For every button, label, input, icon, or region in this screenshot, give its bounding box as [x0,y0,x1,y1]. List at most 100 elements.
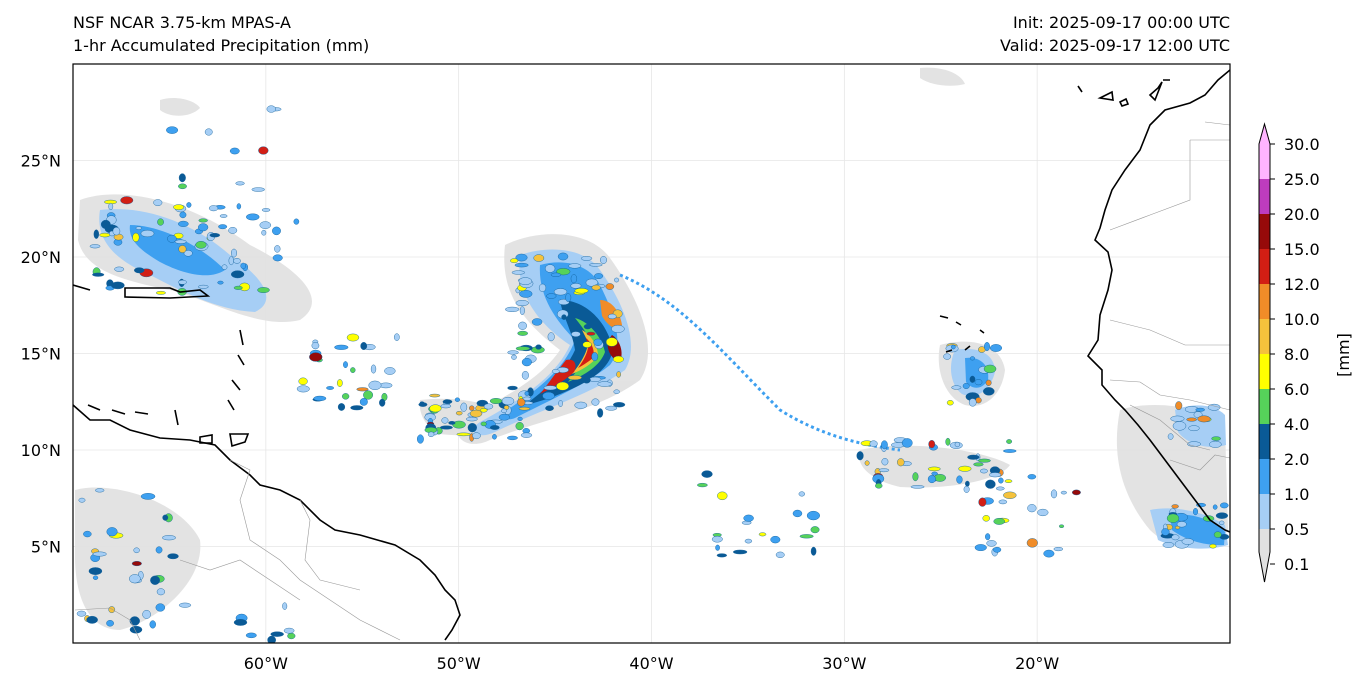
precip-cell [505,306,520,312]
precip-cell [984,342,990,351]
precip-cell [974,379,983,386]
precip-cell [775,551,785,558]
precip-cell [978,497,987,507]
precip-cell [1192,508,1199,516]
precip-cell [298,377,308,386]
precip-cell [429,393,441,398]
precip-cell [179,211,187,219]
precip-cell [448,421,456,425]
precip-cell [591,398,600,406]
precip-cell [519,306,525,315]
precip-cell [985,479,996,489]
precip-cell [951,385,962,390]
precip-cell [927,475,936,484]
precip-cell [605,405,618,411]
model-title: NSF NCAR 3.75-km MPAS-A [73,13,291,32]
colorbar-swatch [1259,249,1270,284]
precip-cell [963,485,970,493]
precip-cell [1212,504,1218,510]
precip-cell [990,344,1002,352]
rainband-tail [619,273,901,452]
precip-cell [219,214,228,218]
precip-cell [524,391,530,396]
precip-cell [806,510,820,521]
precip-cell [614,277,620,283]
precip-cell [198,218,208,223]
precip-cell [112,227,121,236]
precip-cell [283,627,295,634]
precip-cell [106,620,114,627]
precip-cell [270,631,284,637]
precip-cell [309,352,323,362]
precip-cell [910,485,925,489]
axis-labels: 60°W 50°W 40°W 30°W 20°W 25°N 20°N 15°N 10°N 5°N [21,152,1060,674]
precip-cell [717,491,728,501]
precip-cell [551,369,560,374]
precip-cell [546,293,557,299]
valid-time: Valid: 2025-09-17 12:00 UTC [999,36,1230,55]
field-title: 1-hr Accumulated Precipitation (mm) [73,36,370,55]
colorbar-tick-label: 1.0 [1284,485,1309,504]
precip-cell [106,527,118,537]
precip-cell [417,434,424,444]
precip-cell [311,342,320,350]
precip-cell [931,471,938,476]
precip-cell [498,413,510,421]
precip-cell [557,252,569,261]
precip-cell [429,404,442,413]
precip-cell [135,226,142,230]
colorbar-tick-label: 0.5 [1284,520,1309,539]
precip-cell [89,244,101,249]
precip-cell [542,391,555,400]
precip-cell [1003,491,1017,499]
precip-cell [370,364,377,374]
colorbar-tick-label: 15.0 [1284,240,1320,259]
colorbar-swatch [1259,424,1270,459]
precip-cell [140,493,156,500]
colorbar-tick-label: 30.0 [1284,135,1320,154]
precip-cell [108,606,116,613]
colorbar-swatch [1259,389,1270,424]
precip-cell [568,263,582,269]
precip-cell [1220,502,1229,509]
colorbar-swatch [1259,529,1270,582]
precip-cell [1059,524,1065,528]
precip-cell [346,333,360,342]
map-area [73,64,1230,643]
precip-cell [455,411,463,416]
precip-cell [120,196,134,205]
colorbar-unit-label: [mm] [1334,333,1353,377]
precip-cell [108,202,114,210]
canary-islands [1077,85,1083,93]
lon-tick-label: 20°W [1015,654,1059,673]
precip-cell [274,245,281,253]
precip-cell [394,333,400,341]
precip-cell [518,321,527,330]
precip-cell [272,254,283,262]
precip-cell [427,431,435,438]
precip-cell [133,547,140,554]
precip-cell [251,187,265,192]
precip-cell [1209,543,1217,549]
precip-cell [758,532,767,537]
africa-coast [1086,69,1230,533]
convective-cells [76,105,1230,643]
precip-cell [257,287,270,293]
colorbar-swatch [1259,354,1270,389]
precip-cell [998,499,1008,505]
precip-cell [1215,512,1228,519]
precip-cell [589,263,603,267]
lesser-antilles [87,329,250,448]
precip-cell [363,390,374,400]
precip-cell [538,283,547,292]
precip-cell [368,380,382,390]
precip-cell [356,387,369,392]
precip-cell [246,213,260,221]
precip-cell [875,483,883,489]
precip-cell [591,284,601,291]
precip-cell [985,533,991,541]
precip-cell [521,357,532,367]
precip-cell [967,454,980,460]
precip-cell [489,425,500,430]
precip-cell [228,256,234,266]
